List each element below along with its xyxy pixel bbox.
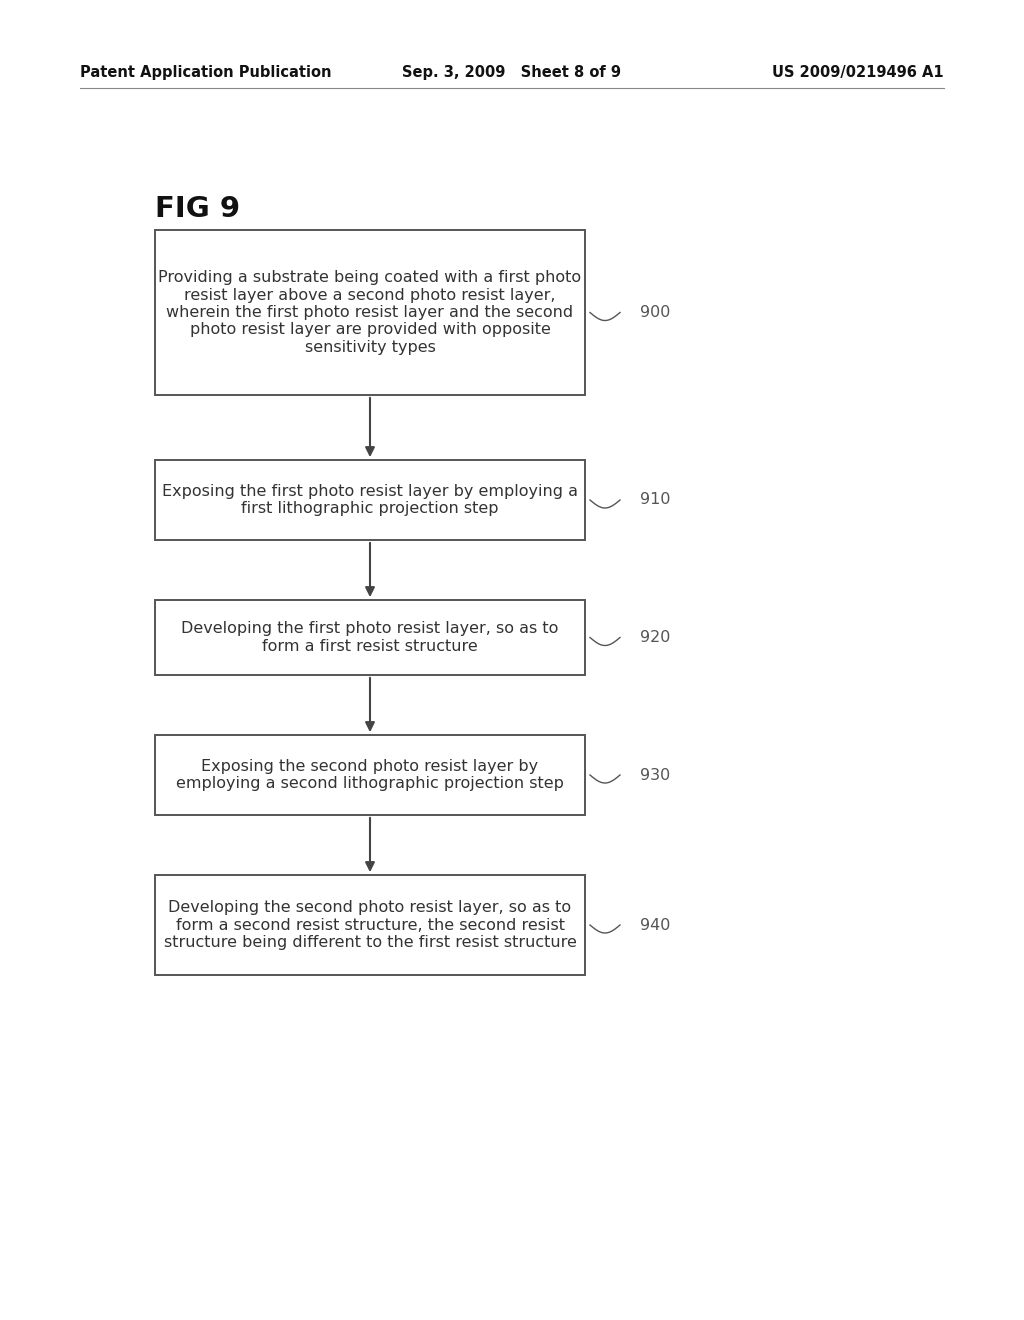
Text: 940: 940	[640, 917, 671, 932]
Bar	[155, 230, 585, 395]
Text: Developing the second photo resist layer, so as to
form a second resist structur: Developing the second photo resist layer…	[164, 900, 577, 950]
Text: Exposing the first photo resist layer by employing a
first lithographic projecti: Exposing the first photo resist layer by…	[162, 484, 578, 516]
Text: 900: 900	[640, 305, 671, 319]
Text: Providing a substrate being coated with a first photo
resist layer above a secon: Providing a substrate being coated with …	[159, 271, 582, 355]
Text: 910: 910	[640, 492, 671, 507]
Text: 930: 930	[640, 767, 671, 783]
Bar	[155, 735, 585, 814]
Bar	[155, 875, 585, 975]
Bar	[155, 459, 585, 540]
Text: Developing the first photo resist layer, so as to
form a first resist structure: Developing the first photo resist layer,…	[181, 622, 559, 653]
Text: Patent Application Publication: Patent Application Publication	[80, 65, 332, 79]
Text: Exposing the second photo resist layer by
employing a second lithographic projec: Exposing the second photo resist layer b…	[176, 759, 564, 791]
Text: US 2009/0219496 A1: US 2009/0219496 A1	[772, 65, 944, 79]
Text: FIG 9: FIG 9	[155, 195, 240, 223]
Text: Sep. 3, 2009   Sheet 8 of 9: Sep. 3, 2009 Sheet 8 of 9	[402, 65, 622, 79]
Text: 920: 920	[640, 630, 671, 645]
Bar	[155, 601, 585, 675]
